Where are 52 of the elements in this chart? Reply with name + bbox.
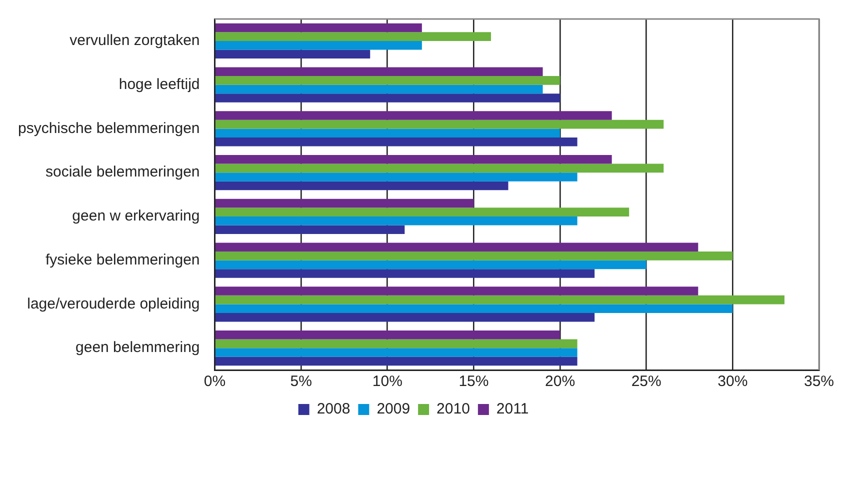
bar <box>215 181 508 190</box>
bar <box>215 330 560 340</box>
bar <box>215 198 474 208</box>
bar <box>215 304 733 313</box>
legend-label: 2008 <box>316 400 350 418</box>
y-tick-label: lage/verouderde opleiding <box>27 295 200 312</box>
bar <box>215 120 664 129</box>
bar <box>215 40 422 50</box>
bar <box>215 260 646 270</box>
bar <box>215 356 578 366</box>
legend-label: 2010 <box>436 400 470 418</box>
bar <box>215 348 578 357</box>
y-tick-label: psychische belemmeringen <box>18 120 200 137</box>
x-tick-label: 10% <box>372 373 402 390</box>
y-tick-label: sociale belemmeringen <box>46 164 200 181</box>
x-tick-label: 35% <box>804 373 834 390</box>
x-tick-label: 0% <box>204 373 226 390</box>
bar <box>215 242 698 252</box>
x-tick-label: 25% <box>631 373 662 390</box>
bar <box>215 172 578 182</box>
bar <box>215 111 612 120</box>
bar <box>215 286 698 296</box>
bar <box>215 67 543 76</box>
bar <box>215 208 630 216</box>
bar <box>215 225 405 234</box>
y-tick-label: vervullen zorgtaken <box>70 32 200 50</box>
bar <box>215 312 595 322</box>
x-tick-label: 20% <box>545 373 576 390</box>
bar <box>215 94 560 102</box>
bar <box>215 128 560 138</box>
bar <box>215 155 612 164</box>
bar <box>215 269 595 278</box>
x-tick-label: 5% <box>290 373 312 390</box>
legend-label: 2011 <box>496 400 529 418</box>
bar <box>215 137 578 146</box>
y-tick-label: geen w erkervaring <box>72 208 200 225</box>
bar <box>215 339 578 348</box>
x-tick-label: 15% <box>458 373 489 390</box>
bar <box>215 84 543 94</box>
bar <box>215 216 578 226</box>
bar <box>215 23 422 32</box>
bar <box>215 32 491 41</box>
bar <box>215 50 370 58</box>
bar <box>215 295 784 304</box>
bar <box>215 164 664 173</box>
bar <box>215 252 733 260</box>
y-tick-label: fysieke belemmeringen <box>46 251 200 268</box>
legend-label: 2009 <box>376 400 410 418</box>
x-tick-label: 30% <box>718 373 748 390</box>
y-tick-label: hoge leeftijd <box>118 76 200 93</box>
bar <box>215 76 560 85</box>
y-tick-label: geen belemmering <box>76 339 200 356</box>
